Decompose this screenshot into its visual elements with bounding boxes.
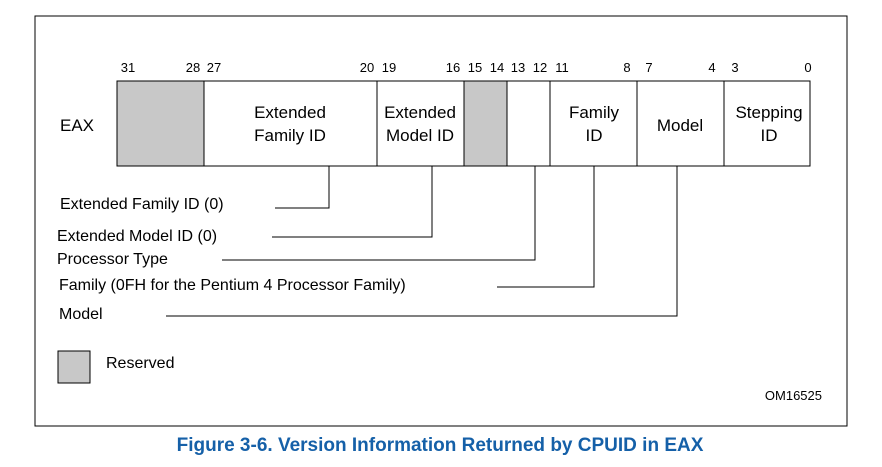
legend-reserved-swatch — [57, 350, 91, 384]
leader-processor-type — [222, 166, 536, 261]
field-family-id — [549, 80, 638, 167]
bit-number: 0 — [804, 60, 811, 75]
bit-number: 13 — [511, 60, 525, 75]
field-stepping-id — [723, 80, 811, 167]
callout-labels: Extended Family ID (0) Extended Model ID… — [57, 196, 406, 323]
field-label: Extended — [254, 103, 326, 122]
field-label: Model — [657, 116, 703, 135]
bit-number: 20 — [360, 60, 374, 75]
leader-model — [166, 166, 678, 317]
bit-number: 16 — [446, 60, 460, 75]
field-label: Model ID — [386, 126, 454, 145]
bit-number: 27 — [207, 60, 221, 75]
field-labels: Extended Family ID Extended Model ID Fam… — [254, 103, 802, 145]
register-label: EAX — [60, 116, 94, 135]
bit-number: 11 — [555, 60, 569, 75]
bit-number: 3 — [731, 60, 738, 75]
field-label: Extended — [384, 103, 456, 122]
field-extended-model-id — [376, 80, 465, 167]
field-reserved-mid — [463, 80, 508, 167]
bit-number: 7 — [645, 60, 652, 75]
field-label: Family ID — [254, 126, 326, 145]
callout-processor-type: Processor Type — [57, 251, 168, 268]
callout-extended-model-id: Extended Model ID (0) — [57, 228, 217, 245]
field-label: ID — [586, 126, 603, 145]
field-processor-type — [506, 80, 551, 167]
field-label: Family — [569, 103, 620, 122]
field-reserved-high — [116, 80, 205, 167]
register-bar — [116, 80, 811, 167]
figure-frame — [34, 15, 848, 427]
leader-extended-family-id — [275, 166, 330, 209]
bit-number: 8 — [623, 60, 630, 75]
field-extended-family-id — [203, 80, 378, 167]
bit-number: 28 — [186, 60, 200, 75]
legend: Reserved — [57, 350, 174, 384]
field-model — [636, 80, 725, 167]
bit-number: 19 — [382, 60, 396, 75]
figure-caption: Figure 3-6. Version Information Returned… — [177, 435, 704, 456]
field-label: ID — [761, 126, 778, 145]
bit-number: 15 — [468, 60, 482, 75]
callout-extended-family-id: Extended Family ID (0) — [60, 196, 224, 213]
bit-number-row: 31 28 27 20 19 16 15 14 13 12 11 8 7 4 3… — [121, 60, 812, 75]
leader-family — [497, 166, 595, 288]
callout-model: Model — [59, 306, 103, 323]
bit-number: 14 — [490, 60, 504, 75]
figure-id: OM16525 — [765, 388, 822, 403]
leader-lines — [166, 166, 678, 317]
bit-number: 4 — [708, 60, 715, 75]
bit-number: 12 — [533, 60, 547, 75]
field-label: Stepping — [735, 103, 802, 122]
legend-reserved-label: Reserved — [106, 355, 174, 372]
callout-family: Family (0FH for the Pentium 4 Processor … — [59, 277, 406, 294]
leader-extended-model-id — [272, 166, 433, 238]
bit-number: 31 — [121, 60, 135, 75]
